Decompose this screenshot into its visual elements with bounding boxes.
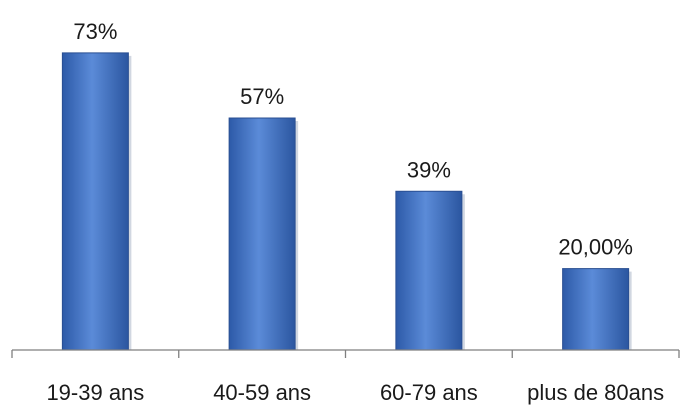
data-label: 73% [73,19,117,44]
bar-60-79-ans [395,190,463,351]
category-label: plus de 80ans [527,380,664,405]
bar-plus-de-80ans [562,268,630,351]
bar-19-39-ans [61,52,129,351]
data-label: 57% [240,84,284,109]
category-label: 19-39 ans [46,380,144,405]
category-label: 40-59 ans [213,380,311,405]
bar-40-59-ans [228,117,296,351]
x-axis [11,349,680,358]
bars-layer [61,52,632,351]
data-label: 20,00% [558,235,633,260]
data-labels-layer: 73% 57% 39% 20,00% [73,19,633,260]
data-label: 39% [407,157,451,182]
category-label: 60-79 ans [380,380,478,405]
category-labels-layer: 19-39 ans 40-59 ans 60-79 ans plus de 80ans [46,380,664,405]
